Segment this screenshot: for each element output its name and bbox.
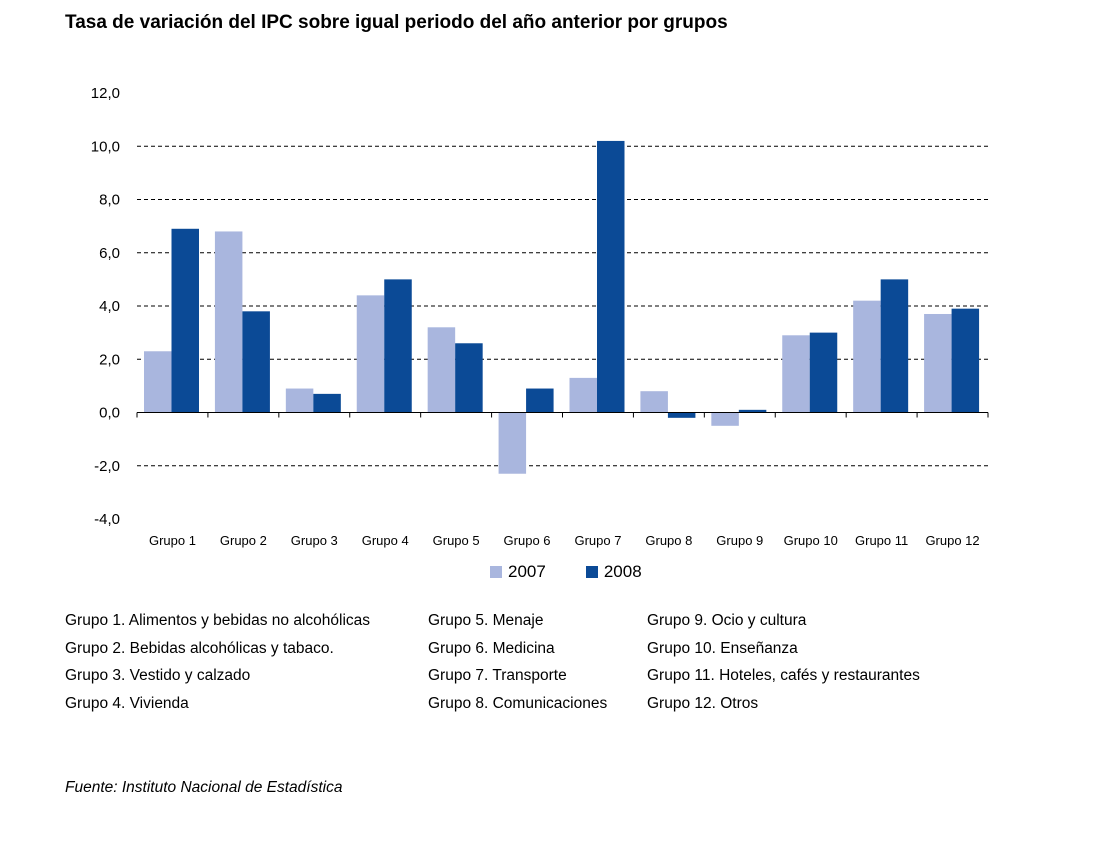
bar-2008-grupo-8 — [667, 412, 696, 418]
footnote-grupo-11: Grupo 11. Hoteles, cafés y restaurantes — [647, 667, 920, 684]
y-tick-label: 4,0 — [99, 298, 120, 315]
bar-2007-grupo-4 — [356, 295, 385, 413]
x-tick-label: Grupo 2 — [220, 533, 267, 548]
bar-2008-grupo-10 — [809, 332, 838, 413]
x-tick-label: Grupo 7 — [574, 533, 621, 548]
bar-chart: 12,0 10,0 8,0 6,0 4,0 2,0 0,0 -2,0 -4,0 Grupo 1 Gr… — [91, 85, 989, 548]
x-tick-label: Grupo 6 — [504, 533, 551, 548]
footnote-grupo-1: Grupo 1. Alimentos y bebidas no alcohóli… — [65, 612, 371, 629]
footnote-grupo-12: Grupo 12. Otros — [647, 694, 759, 712]
bar-2007-grupo-2 — [214, 231, 243, 413]
bar-2008-grupo-5 — [455, 343, 483, 413]
y-tick-label: 12,0 — [91, 85, 120, 102]
bar-2007-grupo-7 — [569, 377, 597, 413]
legend-swatch-2007 — [490, 566, 502, 578]
x-tick-label: Grupo 1 — [149, 533, 196, 548]
bar-2008-grupo-6 — [526, 388, 554, 413]
legend-swatch-2008 — [585, 566, 598, 578]
x-tick-label: Grupo 9 — [716, 533, 763, 548]
footnote-grupo-8: Grupo 8. Comunicaciones — [428, 694, 608, 712]
bar-2008-grupo-12 — [951, 308, 980, 413]
y-tick-label: 6,0 — [99, 245, 120, 262]
y-tick-label: 8,0 — [99, 192, 120, 209]
footnote-grupo-10: Grupo 10. Enseñanza — [647, 639, 798, 657]
footnote-grupo-4: Grupo 4. Vivienda — [65, 694, 189, 712]
bar-2007-grupo-5 — [427, 327, 456, 413]
bar-2007-grupo-1 — [144, 351, 172, 413]
y-tick-label: -4,0 — [94, 511, 120, 528]
bar-2008-grupo-7 — [597, 140, 625, 413]
bar-2008-grupo-4 — [384, 279, 412, 413]
x-tick-label: Grupo 4 — [362, 533, 409, 548]
legend-label-2007: 2007 — [508, 562, 546, 581]
bar-2007-grupo-3 — [285, 388, 314, 413]
group-definitions: Grupo 1. Alimentos y bebidas no alcohóli… — [65, 612, 920, 712]
y-tick-label: 2,0 — [99, 351, 120, 368]
source-note: Fuente: Instituto Nacional de Estadístic… — [65, 779, 343, 796]
bar-2008-grupo-3 — [313, 393, 341, 413]
bar-2007-grupo-6 — [498, 412, 527, 474]
chart-title: Tasa de variación del IPC sobre igual pe… — [65, 12, 728, 33]
bar-2008-grupo-1 — [171, 228, 199, 413]
footnote-grupo-3: Grupo 3. Vestido y calzado — [65, 667, 251, 684]
legend: 2007 2008 — [490, 562, 642, 582]
x-tick-label: Grupo 10 — [784, 533, 838, 548]
bar-2007-grupo-8 — [640, 391, 668, 413]
x-tick-label: Grupo 11 — [855, 533, 908, 548]
legend-label-2008: 2008 — [603, 562, 642, 581]
legend-item-2007: 2007 — [490, 562, 546, 582]
x-tick-label: Grupo 8 — [645, 533, 692, 548]
y-tick-label: 0,0 — [99, 405, 120, 422]
y-tick-label: 10,0 — [91, 138, 120, 155]
bar-2007-grupo-12 — [924, 313, 952, 413]
bar-2008-grupo-9 — [738, 409, 767, 413]
footnote-grupo-5: Grupo 5. Menaje — [428, 612, 544, 629]
x-tick-label: Grupo 12 — [925, 533, 979, 548]
x-tick-label: Grupo 3 — [291, 533, 338, 548]
bar-2008-grupo-11 — [880, 279, 909, 413]
y-tick-label: -2,0 — [94, 458, 120, 475]
bar-2008-grupo-2 — [242, 311, 270, 413]
footnote-grupo-2: Grupo 2. Bebidas alcohólicas y tabaco. — [65, 639, 334, 657]
legend-item-2008: 2008 — [585, 562, 642, 582]
x-tick-label: Grupo 5 — [433, 533, 480, 548]
footnote-grupo-9: Grupo 9. Ocio y cultura — [647, 612, 807, 629]
footnote-grupo-6: Grupo 6. Medicina — [428, 639, 555, 657]
bar-2007-grupo-10 — [782, 335, 810, 413]
bar-2007-grupo-11 — [853, 300, 881, 413]
bar-2007-grupo-9 — [711, 412, 739, 426]
footnote-grupo-7: Grupo 7. Transporte — [428, 667, 567, 684]
